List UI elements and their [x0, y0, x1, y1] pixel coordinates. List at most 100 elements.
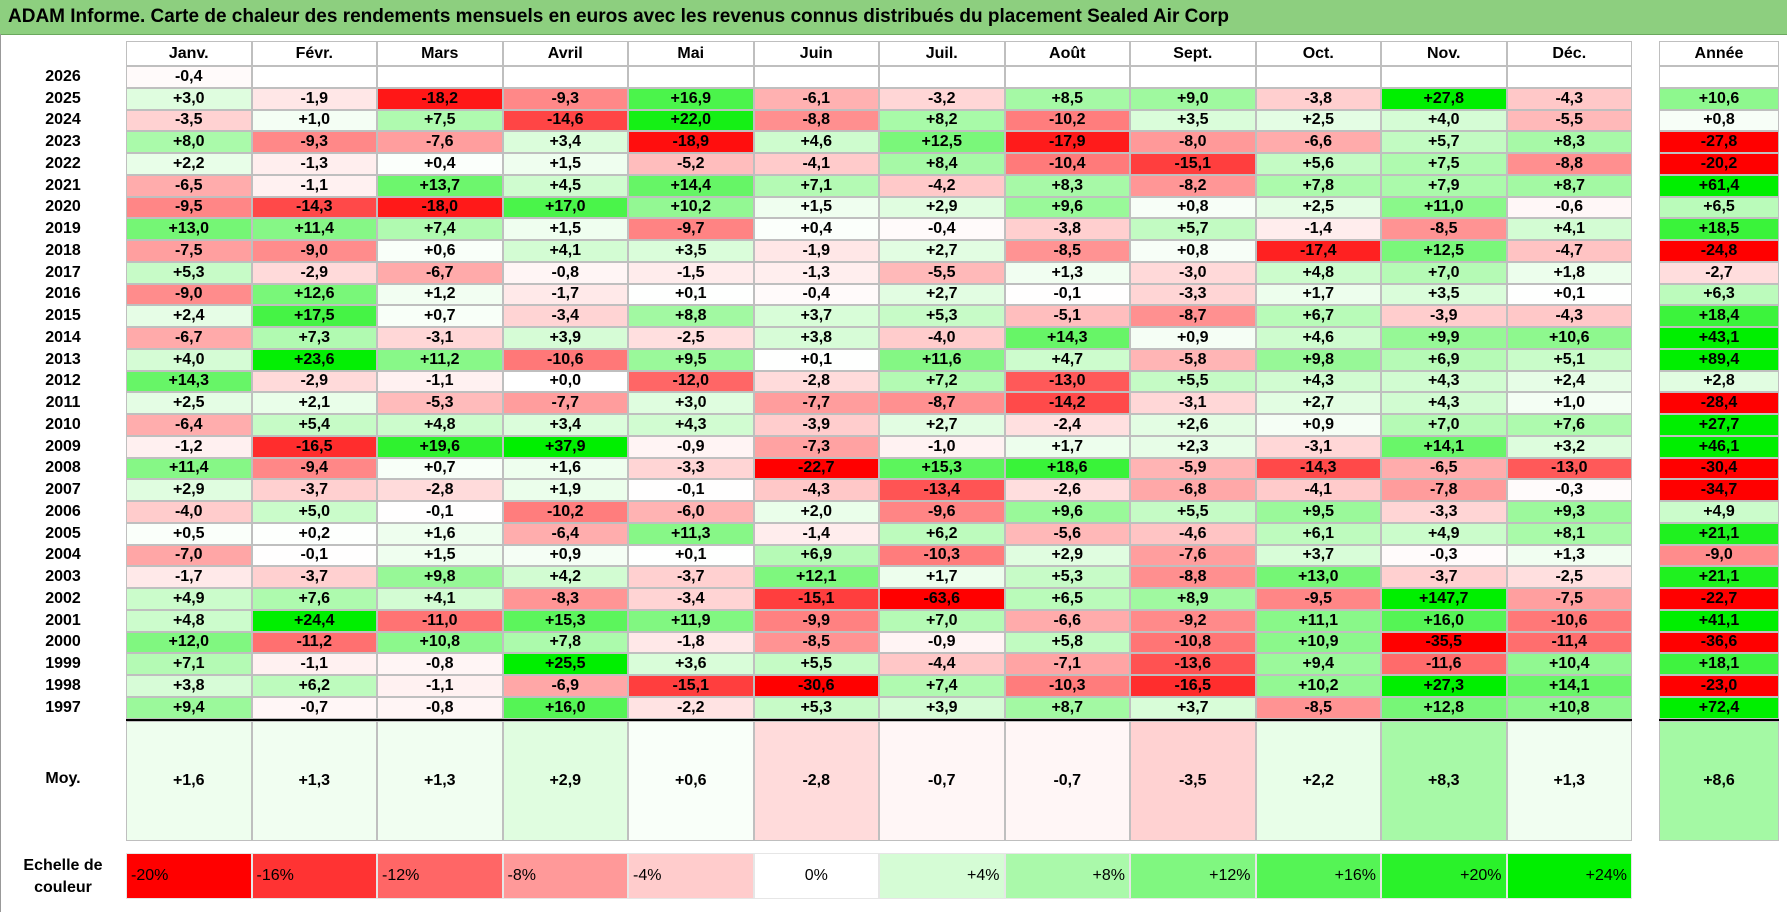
heatmap-cell: +3,0	[628, 392, 754, 414]
heatmap-cell: -5,2	[628, 153, 754, 175]
heatmap-cell: +0,1	[753, 348, 879, 371]
heatmap-cell: +10,6	[1506, 327, 1632, 349]
heatmap-cell: +3,4	[502, 414, 628, 436]
heatmap-cell: -4,2	[879, 174, 1005, 197]
year-label: 1997	[45, 698, 81, 716]
heatmap-cell: +5,7	[1381, 131, 1507, 153]
heatmap-cell: +11,6	[879, 348, 1005, 371]
heatmap-cell: +14,3	[1004, 327, 1130, 349]
heatmap-cell: -3,4	[628, 588, 754, 610]
heatmap-cell: +2,3	[1130, 435, 1256, 458]
heatmap-cell: -6,9	[502, 675, 628, 697]
heatmap-cell: -4,7	[1506, 240, 1632, 262]
annual-cell: -34,7	[1659, 479, 1779, 501]
heatmap-cell: -4,3	[1506, 87, 1632, 110]
month-header: Nov.	[1381, 41, 1507, 66]
heatmap-cell: +7,3	[251, 327, 377, 349]
heatmap-cell: -14,2	[1004, 392, 1130, 414]
month-header: Janv.	[126, 41, 252, 66]
heatmap-cell: +6,9	[753, 544, 879, 567]
heatmap-cell: +1,6	[502, 457, 628, 480]
heatmap-cell: +8,3	[1004, 174, 1130, 197]
heatmap-cell: -10,2	[502, 501, 628, 523]
heatmap-cell: -0,1	[1004, 283, 1130, 306]
heatmap-cell: +7,5	[1381, 153, 1507, 175]
heatmap-cell: +8,8	[628, 305, 754, 327]
heatmap-cell: -4,0	[126, 501, 252, 523]
heatmap-cell: -6,4	[502, 522, 628, 545]
legend-swatch: -20%	[126, 853, 252, 899]
annual-cell: -20,2	[1659, 153, 1779, 175]
heatmap-cell: +2,7	[879, 414, 1005, 436]
heatmap-cell: -9,4	[251, 457, 377, 480]
legend-swatch: +8%	[1004, 853, 1130, 899]
heatmap-cell: -9,6	[879, 501, 1005, 523]
heatmap-cell: +22,0	[628, 109, 754, 132]
year-label: 2006	[45, 502, 81, 520]
heatmap-cell: -9,9	[753, 609, 879, 632]
legend-swatch: +24%	[1506, 853, 1632, 899]
month-header: Juil.	[879, 41, 1005, 66]
heatmap-cell: -3,7	[251, 566, 377, 588]
month-header: Déc.	[1506, 41, 1632, 66]
heatmap-cell: -1,9	[251, 87, 377, 110]
heatmap-cell: +2,7	[1255, 392, 1381, 414]
year-label: 2002	[45, 589, 81, 607]
heatmap-cell: -35,5	[1381, 631, 1507, 654]
heatmap-cell: -3,0	[1130, 261, 1256, 284]
heatmap-cell: +3,8	[753, 327, 879, 349]
heatmap-cell: -2,8	[377, 479, 503, 501]
average-separator	[126, 718, 1632, 721]
heatmap-cell: -6,5	[1381, 457, 1507, 480]
heatmap-cell: +4,3	[628, 414, 754, 436]
heatmap-cell: +7,0	[1381, 261, 1507, 284]
year-label: 2005	[45, 524, 81, 542]
heatmap-cell: +9,8	[377, 566, 503, 588]
heatmap-cell: +23,6	[251, 348, 377, 371]
heatmap-cell: -10,6	[502, 348, 628, 371]
heatmap-cell: +0,4	[753, 218, 879, 240]
heatmap-cell: +4,5	[502, 174, 628, 197]
heatmap-cell: -0,8	[377, 696, 503, 719]
heatmap-cell: +3,9	[502, 327, 628, 349]
title-bar: ADAM Informe. Carte de chaleur des rende…	[0, 0, 1787, 35]
heatmap-cell: +0,9	[1255, 414, 1381, 436]
heatmap-cell: +14,3	[126, 370, 252, 393]
average-cell: +2,2	[1255, 720, 1381, 841]
heatmap-cell: -8,5	[1255, 696, 1381, 719]
heatmap-cell: -18,9	[628, 131, 754, 153]
heatmap-cell: +7,5	[377, 109, 503, 132]
heatmap-cell: -15,1	[628, 675, 754, 697]
heatmap-cell: +15,3	[502, 609, 628, 632]
heatmap-cell: -2,6	[1004, 479, 1130, 501]
heatmap-cell: -9,2	[1130, 609, 1256, 632]
heatmap-cell	[879, 66, 1005, 88]
legend-step-label: +24%	[1585, 867, 1627, 884]
average-label: Moy.	[45, 769, 81, 787]
heatmap-cell: +14,4	[628, 174, 754, 197]
heatmap-cell: -3,7	[628, 566, 754, 588]
heatmap-cell: +4,6	[1255, 327, 1381, 349]
heatmap-cell: -4,3	[753, 479, 879, 501]
heatmap-cell: +10,9	[1255, 631, 1381, 654]
heatmap-cell: -9,5	[1255, 588, 1381, 610]
year-label: 2014	[45, 328, 81, 346]
heatmap-cell: -12,0	[628, 370, 754, 393]
heatmap-cell: +1,5	[377, 544, 503, 567]
heatmap-cell: +3,9	[879, 696, 1005, 719]
heatmap-cell: +5,4	[251, 414, 377, 436]
heatmap-cell: -2,9	[251, 370, 377, 393]
heatmap-cell: -3,5	[126, 109, 252, 132]
heatmap-cell: +8,3	[1506, 131, 1632, 153]
heatmap-cell: +4,3	[1255, 370, 1381, 393]
heatmap-cell: +1,8	[1506, 261, 1632, 284]
heatmap-cell: -11,6	[1381, 653, 1507, 675]
heatmap-cell: -2,2	[628, 696, 754, 719]
heatmap-cell: +24,4	[251, 609, 377, 632]
month-header: Févr.	[251, 41, 377, 66]
heatmap-cell: +2,4	[126, 305, 252, 327]
heatmap-cell: -8,5	[1381, 218, 1507, 240]
average-cell: -0,7	[879, 720, 1005, 841]
annual-heatmap-grid: Année +10,6 +0,8 -27,8 -20,2 +61,4 +6,5 +18,5 -2…	[1659, 41, 1779, 841]
heatmap-cell: +1,3	[1004, 261, 1130, 284]
